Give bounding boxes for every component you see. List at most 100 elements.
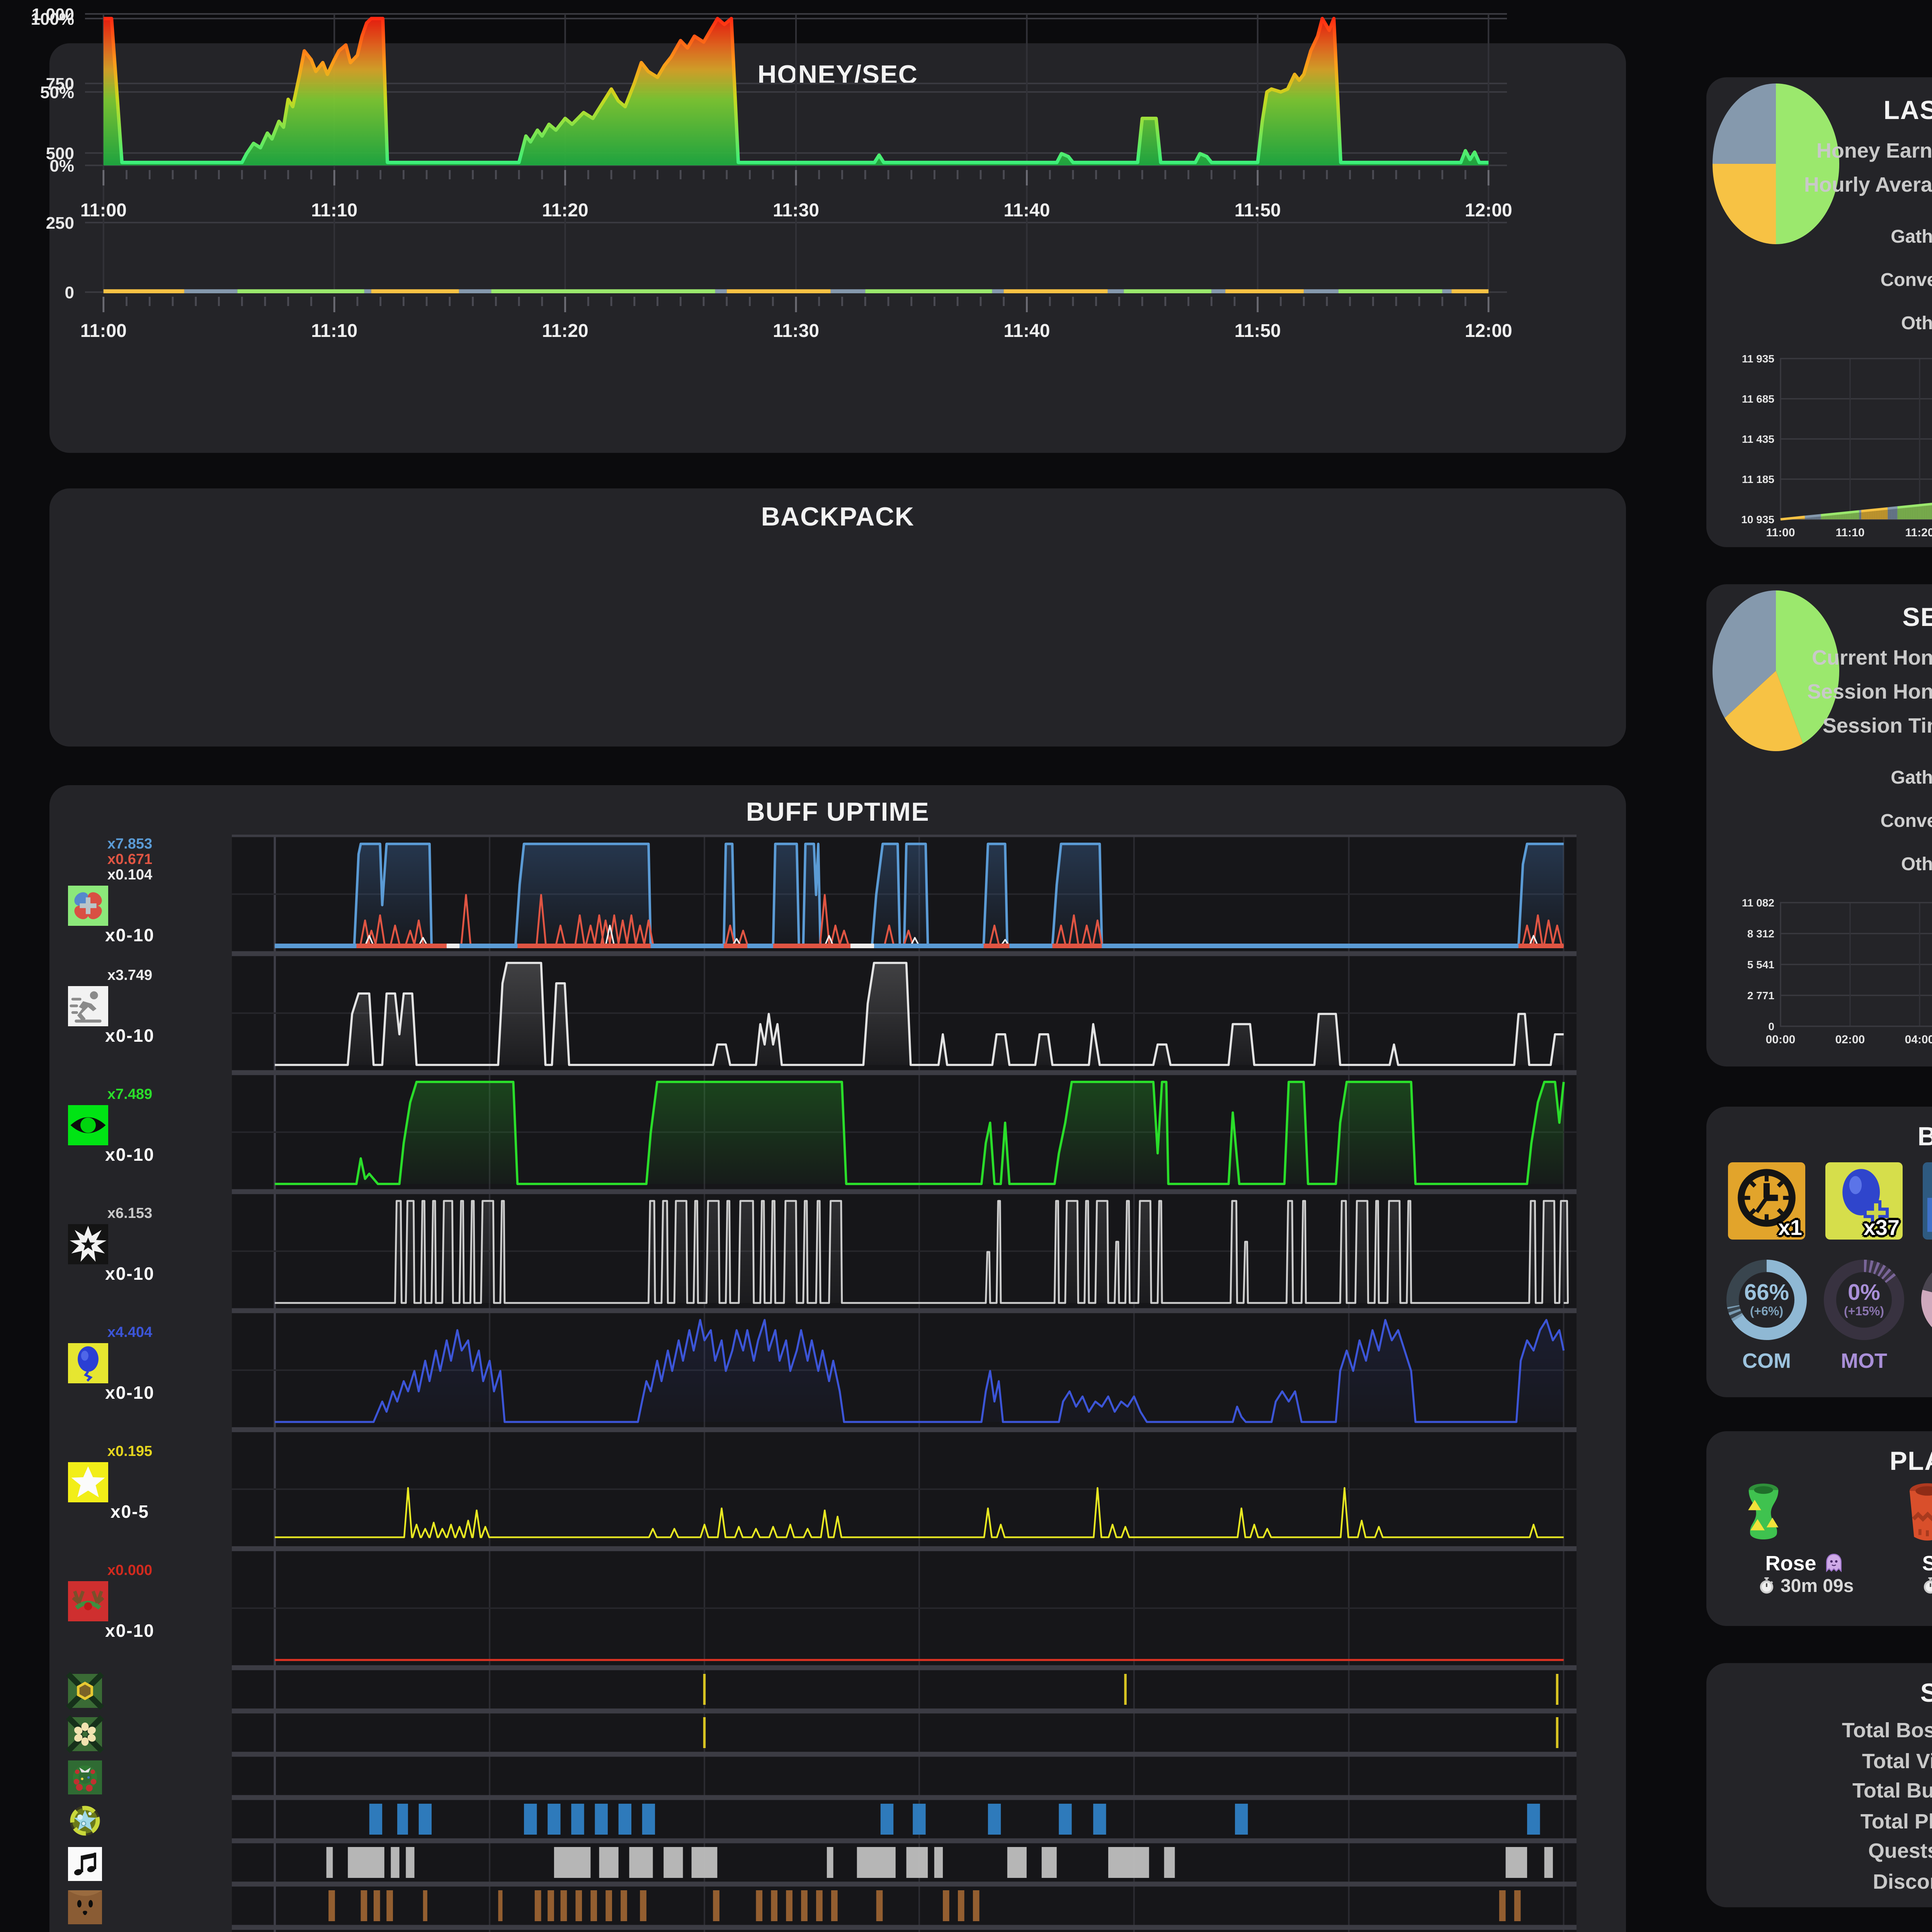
buff-row-plot[interactable] <box>232 1549 1577 1668</box>
session-row[interactable]: Session Time01:28:30 <box>1706 714 1932 737</box>
buff-row-plot[interactable] <box>232 954 1577 1073</box>
buffs-title: BUFFS <box>1706 1122 1932 1153</box>
buff-scale: x0-5 <box>110 1504 150 1522</box>
buff-row-plot[interactable] <box>232 1311 1577 1430</box>
svg-text:11:40: 11:40 <box>1003 200 1050 221</box>
stat-label: Disconnects <box>1872 1869 1932 1893</box>
stats-panel: STATS Total Boss Kills0Total Vic Kills0T… <box>1706 1663 1932 1907</box>
svg-text:0: 0 <box>65 283 74 302</box>
music-icon <box>68 1847 102 1881</box>
stat-row[interactable]: Total Vic Kills0 <box>1706 1749 1932 1772</box>
buff-row-label[interactable]: x6.153 x0-10 <box>68 1192 192 1326</box>
buff-scale: x0-10 <box>105 1385 155 1403</box>
buff-multiplier: x0.195 <box>107 1444 153 1461</box>
pie-legend-row[interactable]: Other00:14:4625% <box>1706 312 1932 334</box>
buffs-panel: BUFFS x1x37x3.76x0x1 66% (+6%) COM 0% (+… <box>1706 1107 1932 1397</box>
svg-text:100%: 100% <box>31 10 74 29</box>
buff-row-plot[interactable] <box>232 1754 1577 1798</box>
stat-label: Total Boss Kills <box>1842 1719 1932 1742</box>
stat-row[interactable]: Disconnects0 <box>1706 1869 1932 1893</box>
pie-legend-row[interactable]: Gather00:38:1943% <box>1706 767 1932 788</box>
svg-text:04:00: 04:00 <box>1905 1033 1932 1046</box>
buff-row-label[interactable] <box>66 1668 192 1711</box>
last-hour-pie[interactable] <box>1706 77 1932 250</box>
svg-text:11:00: 11:00 <box>80 321 127 341</box>
buff-row-label[interactable] <box>68 1798 192 1841</box>
session-pie[interactable] <box>1706 584 1932 757</box>
buff-tile-eggs[interactable]: x3.76 <box>1923 1162 1932 1240</box>
buff-row-plot[interactable] <box>232 1884 1577 1927</box>
buff-tile-balloon-plus[interactable]: x37 <box>1825 1162 1903 1240</box>
buff-row-label[interactable]: x0.000 x0-10 <box>68 1549 192 1683</box>
buff-uptime-title: BUFF UPTIME <box>746 798 930 827</box>
pie-legend-row[interactable]: Convert00:19:3922% <box>1706 810 1932 832</box>
buff-row-label[interactable] <box>68 1841 192 1884</box>
backpack-chart: 100% 50% 0% 11:00 11:10 11:20 11:30 11:40 11:50 1… <box>0 0 1546 229</box>
buff-row-plot[interactable] <box>232 835 1577 954</box>
honey-earned[interactable]: Honey Earned147 ▲ <box>1706 139 1932 162</box>
session-title: SESSION <box>1902 603 1932 632</box>
buff-row-plot[interactable] <box>232 1711 1577 1754</box>
pie-legend-row[interactable]: Other00:30:3235% <box>1706 853 1932 875</box>
svg-text:(+15%): (+15%) <box>1844 1304 1884 1318</box>
buff-row-label[interactable]: x0.195 x0-5 <box>68 1430 192 1564</box>
buff-row-plot[interactable] <box>232 1927 1577 1932</box>
activity-pie-chart <box>1713 590 1839 751</box>
gauge-ring: 66% (+6%) <box>1726 1260 1807 1340</box>
balloon-plus-icon <box>1842 1169 1889 1226</box>
backpack-title: BACKPACK <box>761 502 915 532</box>
buff-row-plot[interactable] <box>232 1841 1577 1884</box>
planter-spider[interactable]: Spider 30m 09s <box>1892 1478 1932 1597</box>
stat-label: Total Bug Kills <box>1852 1779 1932 1802</box>
stat-row[interactable]: Total Bug Kills21▲ 17 <box>1706 1779 1932 1802</box>
svg-text:11:00: 11:00 <box>80 200 127 221</box>
buff-tile-clock[interactable]: x1 <box>1728 1162 1805 1240</box>
session-row[interactable]: Session Honey11 082 <box>1706 680 1932 703</box>
last-hour-title: LAST HOUR <box>1883 96 1932 125</box>
runner-icon <box>68 986 108 1026</box>
svg-text:(+6%): (+6%) <box>1750 1304 1783 1318</box>
gauge-label: MOT <box>1841 1349 1887 1372</box>
buff-row-label[interactable] <box>68 1884 192 1927</box>
planter-name: Rose <box>1765 1552 1816 1575</box>
buff-multiplier: x6.153 <box>107 1206 153 1223</box>
session-row[interactable]: Current Honey11 082 <box>1706 646 1932 669</box>
svg-text:11:20: 11:20 <box>1905 526 1932 539</box>
svg-text:1 000: 1 000 <box>32 5 74 24</box>
stat-row[interactable]: Quests Done2▲ 2 <box>1706 1839 1932 1862</box>
buff-row-label[interactable] <box>68 1754 192 1798</box>
buff-row-label[interactable] <box>66 1711 192 1754</box>
stat-row[interactable]: Total Planters2 <box>1706 1809 1932 1832</box>
honey-per-sec-title: HONEY/SEC <box>757 60 918 90</box>
buff-row-plot[interactable] <box>232 1073 1577 1192</box>
gauge-sat[interactable]: 79% SAT <box>1913 1252 1932 1372</box>
pie-legend-row[interactable]: Gather00:29:4350% <box>1706 226 1932 247</box>
buff-scale: x0-10 <box>105 1266 155 1284</box>
svg-text:11:30: 11:30 <box>773 200 819 221</box>
buff-row-label[interactable] <box>68 1927 192 1932</box>
session-row-label: Current Honey <box>1811 646 1932 669</box>
planter-rose[interactable]: Rose 30m 09s <box>1728 1478 1883 1597</box>
gauge-com[interactable]: 66% (+6%) COM <box>1719 1252 1815 1372</box>
buff-row-plot[interactable] <box>232 1430 1577 1549</box>
backpack-panel: BACKPACK <box>49 488 1626 747</box>
buff-row-plot[interactable] <box>232 1798 1577 1841</box>
buff-row-label[interactable]: x3.749 x0-10 <box>68 954 192 1088</box>
session-row-label: Session Honey <box>1807 680 1932 703</box>
buff-row-label[interactable]: x7.489 x0-10 <box>68 1073 192 1207</box>
gauge-ring: 0% (+15%) <box>1824 1260 1904 1340</box>
stopwatch-icon <box>1923 1577 1932 1594</box>
buff-scale: x0-10 <box>105 1147 155 1165</box>
buff-row-label[interactable]: x4.404 x0-10 <box>68 1311 192 1445</box>
gauge-label: SAT <box>1913 1349 1932 1372</box>
hourly-average[interactable]: Hourly Average7 513 (-68%) <box>1706 173 1932 196</box>
last-hour-mini-chart[interactable]: 11 935 11 685 11 435 11 185 10 935 11:00 11:10… <box>1741 349 1932 547</box>
stat-row[interactable]: Total Boss Kills0 <box>1706 1719 1932 1742</box>
buff-row-label[interactable]: x7.853 x0.671 x0.104 x0-10 <box>68 835 192 957</box>
gauge-mot[interactable]: 0% (+15%) MOT <box>1816 1252 1912 1372</box>
buff-row-plot[interactable] <box>232 1668 1577 1711</box>
buff-row-plot[interactable] <box>232 1192 1577 1311</box>
